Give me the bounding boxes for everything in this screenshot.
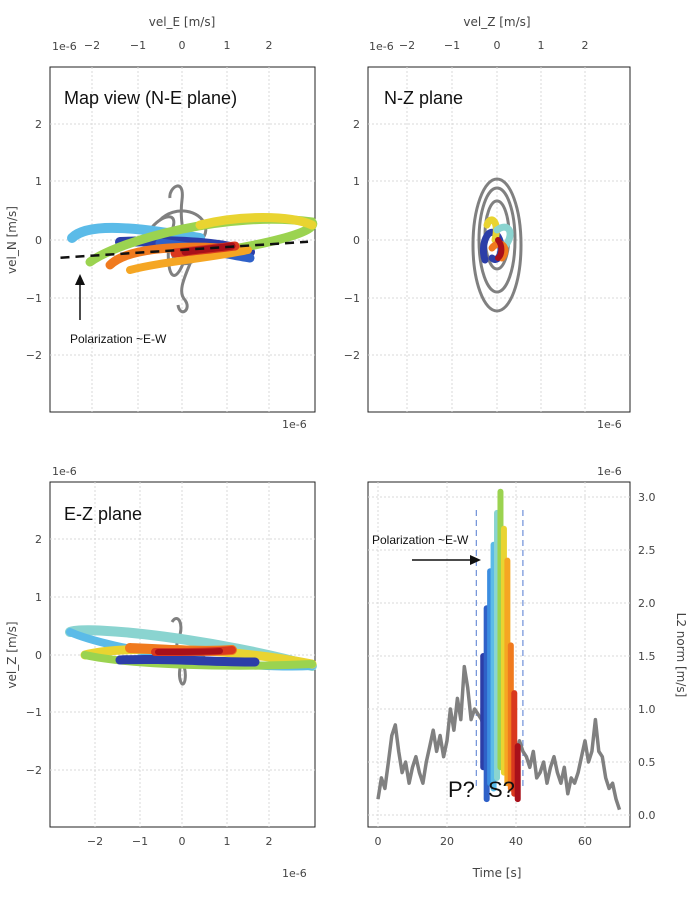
nz-xtick-label: 0 xyxy=(494,39,501,52)
nz-color-trace xyxy=(480,216,514,264)
ez-bottom-offset-label: 1e-6 xyxy=(282,867,307,880)
ez-ylabel: vel_Z [m/s] xyxy=(5,621,19,688)
nz-top-offset-label: 1e-6 xyxy=(369,40,394,53)
ez-xtick-label: −1 xyxy=(132,835,148,848)
map-polarization-arrowhead xyxy=(75,274,85,285)
map-polarization-label: Polarization ~E-W xyxy=(70,332,167,346)
l2-ytick-label: 2.5 xyxy=(638,544,656,557)
map-color-trace xyxy=(67,213,318,274)
map-ytick-label: −1 xyxy=(26,292,42,305)
l2-xtick-label: 0 xyxy=(375,835,382,848)
nz-xtick-label: 2 xyxy=(582,39,589,52)
nz-title: N-Z plane xyxy=(384,88,463,108)
ez-ytick-label: 0 xyxy=(35,649,42,662)
ez-xtick-label: 0 xyxy=(179,835,186,848)
map-ytick-label: 0 xyxy=(35,234,42,247)
l2-ytick-label: 3.0 xyxy=(638,491,656,504)
nz-xtick-label: −1 xyxy=(444,39,460,52)
l2-polarization-label: Polarization ~E-W xyxy=(372,533,469,547)
nz-xtick-label: 1 xyxy=(538,39,545,52)
l2-ylabel: L2 norm [m/s] xyxy=(674,613,688,698)
ez-ytick-label: 2 xyxy=(35,533,42,546)
label-s: S? xyxy=(488,777,515,802)
l2-ytick-label: 1.5 xyxy=(638,650,656,663)
ez-top-offset-label: 1e-6 xyxy=(52,465,77,478)
ez-xtick-label: 2 xyxy=(266,835,273,848)
map-ytick-label: 2 xyxy=(35,118,42,131)
l2-xlabel: Time [s] xyxy=(472,866,522,880)
ez-ytick-label: 1 xyxy=(35,591,42,604)
ez-ytick-label: −2 xyxy=(26,764,42,777)
nz-xtick-label: −2 xyxy=(399,39,415,52)
map-top-offset-label: 1e-6 xyxy=(52,40,77,53)
map-xtick-label: 1 xyxy=(224,39,231,52)
ez-color-trace xyxy=(65,625,317,671)
map-bottom-offset-label: 1e-6 xyxy=(282,418,307,431)
map-xtick-label: 0 xyxy=(179,39,186,52)
map-xtick-label: −2 xyxy=(84,39,100,52)
l2-ytick-label: 2.0 xyxy=(638,597,656,610)
l2-xtick-label: 60 xyxy=(578,835,592,848)
ez-xtick-label: 1 xyxy=(224,835,231,848)
label-p: P? xyxy=(448,777,475,802)
ez-ytick-label: −1 xyxy=(26,706,42,719)
l2-xtick-label: 20 xyxy=(440,835,454,848)
nz-ytick-label: 1 xyxy=(353,175,360,188)
nz-ytick-label: 2 xyxy=(353,118,360,131)
nz-ytick-label: −1 xyxy=(344,292,360,305)
l2-ytick-label: 1.0 xyxy=(638,703,656,716)
l2-offset-label: 1e-6 xyxy=(597,465,622,478)
nz-ytick-label: 0 xyxy=(353,234,360,247)
map-xtick-label: −1 xyxy=(130,39,146,52)
map-view-title: Map view (N-E plane) xyxy=(64,88,237,108)
l2-xtick-label: 40 xyxy=(509,835,523,848)
l2-ytick-label: 0.0 xyxy=(638,809,656,822)
nz-top-xlabel: vel_Z [m/s] xyxy=(463,15,530,29)
l2-ytick-label: 0.5 xyxy=(638,756,656,769)
ez-xtick-label: −2 xyxy=(87,835,103,848)
map-xtick-label: 2 xyxy=(266,39,273,52)
polarization-dashed-line xyxy=(60,240,309,259)
nz-ytick-label: −2 xyxy=(344,349,360,362)
map-ytick-label: −2 xyxy=(26,349,42,362)
l2-polarization-arrowhead xyxy=(470,555,481,565)
map-ylabel: vel_N [m/s] xyxy=(5,206,19,274)
nz-bottom-offset-label: 1e-6 xyxy=(597,418,622,431)
map-ytick-label: 1 xyxy=(35,175,42,188)
ez-title: E-Z plane xyxy=(64,504,142,524)
l2-axes xyxy=(367,481,631,828)
map-top-xlabel: vel_E [m/s] xyxy=(149,15,216,29)
